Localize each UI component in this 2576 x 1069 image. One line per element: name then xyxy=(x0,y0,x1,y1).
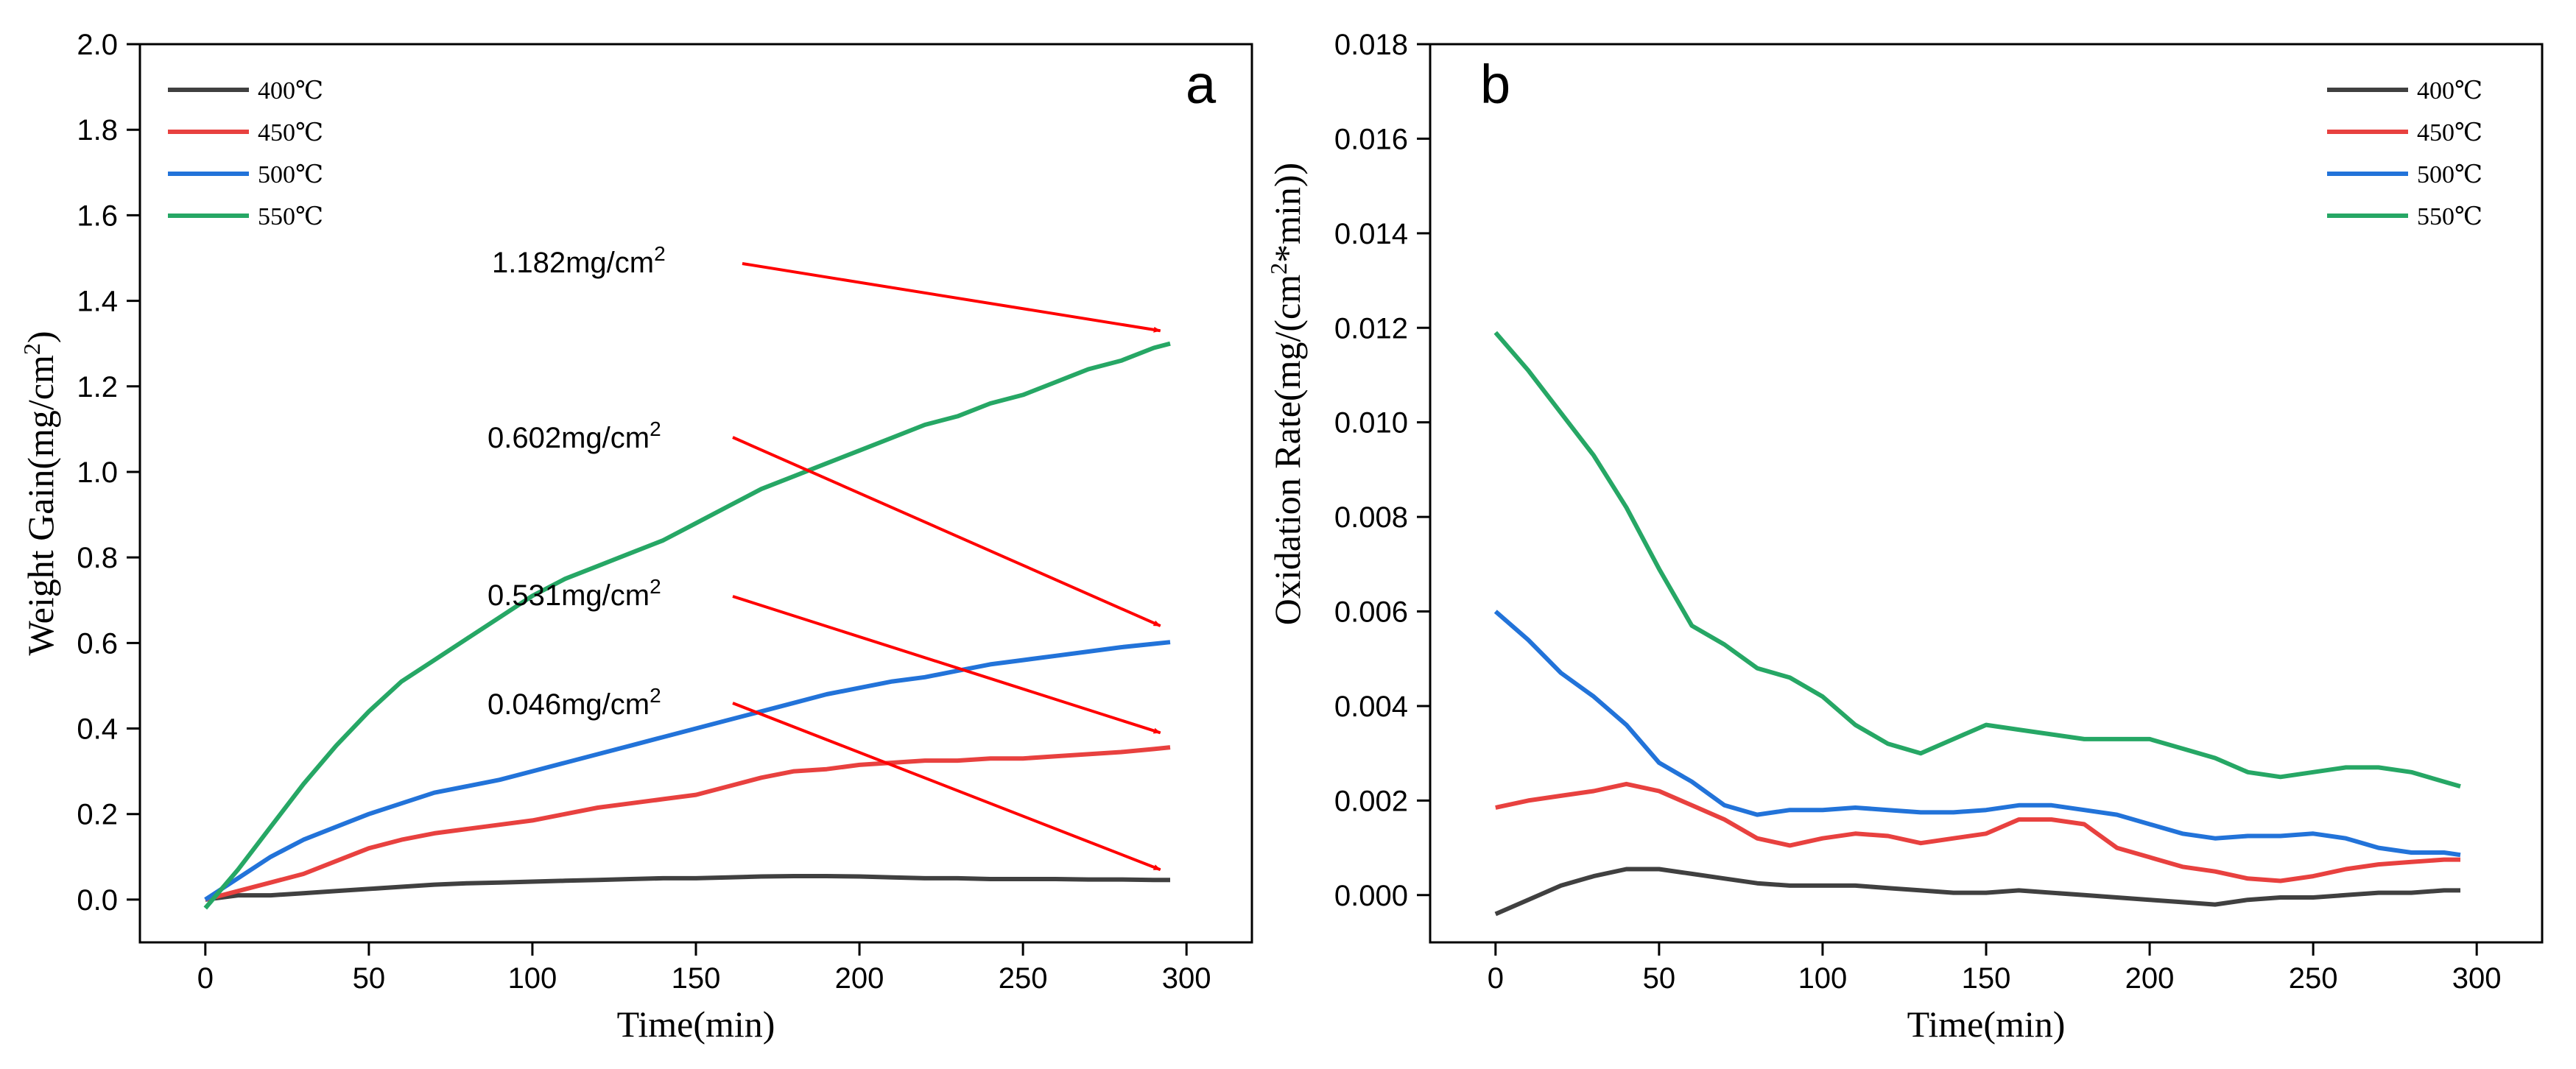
y-tick-label: 1.0 xyxy=(77,456,118,489)
annotation-arrow xyxy=(732,595,1161,735)
x-tick-label: 150 xyxy=(1962,962,2011,995)
x-tick-label: 50 xyxy=(353,962,386,995)
x-tick-label: 250 xyxy=(2289,962,2338,995)
y-tick-label: 1.2 xyxy=(77,371,118,403)
legend-label: 550℃ xyxy=(2417,203,2482,230)
chart-panel-a: 0 50 100 150 200 250 300 0.0 0.2 0.4 0.6 0.8 1.0 1.2 1… xyxy=(18,29,1253,1045)
y-tick-label: 1.8 xyxy=(77,114,118,147)
chart-panel-b: 0 50 100 150 200 250 300 0.000 0.002 0.004 0.006 0.… xyxy=(1265,29,2544,1045)
annotation-label: 1.182mg/cm2 xyxy=(492,242,666,279)
series-line-450c xyxy=(1495,781,2460,883)
y-tick-label: 0.8 xyxy=(77,542,118,574)
y-tick-label: 0.6 xyxy=(77,627,118,660)
x-tick-label: 150 xyxy=(672,962,721,995)
series-line-450c xyxy=(205,745,1171,902)
y-tick-label: 0.002 xyxy=(1334,785,1408,817)
x-tick-label: 50 xyxy=(1643,962,1676,995)
y-tick-label: 1.4 xyxy=(77,286,118,318)
x-axis-label: Time(min) xyxy=(617,1003,775,1045)
y-tick-label: 0.016 xyxy=(1334,123,1408,155)
series-line-500c xyxy=(204,640,1171,902)
y-tick-label: 0.0 xyxy=(77,884,118,917)
annotation-arrow xyxy=(732,436,1161,627)
y-tick-label: 2.0 xyxy=(77,29,118,61)
annotation-label: 0.046mg/cm2 xyxy=(488,684,661,721)
y-tick-label: 0.006 xyxy=(1334,596,1408,629)
legend-label: 500℃ xyxy=(2417,161,2482,188)
y-tick-label: 0.000 xyxy=(1334,880,1408,912)
annotation-label: 0.531mg/cm2 xyxy=(488,575,661,612)
annotation-label: 0.602mg/cm2 xyxy=(488,417,661,454)
y-tick-label: 0.2 xyxy=(77,799,118,831)
legend-label: 400℃ xyxy=(2417,77,2482,105)
series-line-500c xyxy=(1493,610,2461,858)
legend-label: 450℃ xyxy=(258,119,323,147)
y-tick-label: 0.014 xyxy=(1334,218,1408,250)
legend-label: 400℃ xyxy=(258,77,323,105)
panel-label: a xyxy=(1186,54,1217,115)
x-tick-label: 300 xyxy=(1162,962,1211,995)
y-tick-label: 0.004 xyxy=(1334,691,1408,723)
y-tick-label: 0.012 xyxy=(1334,312,1408,345)
y-tick-label: 1.6 xyxy=(77,200,118,232)
legend-label: 450℃ xyxy=(2417,119,2482,147)
x-axis-label: Time(min) xyxy=(1907,1003,2066,1045)
plot-frame xyxy=(1429,43,2544,944)
x-tick-label: 100 xyxy=(1798,962,1848,995)
series-line-400c xyxy=(1494,867,2460,917)
series-line-550c xyxy=(1493,331,2461,788)
y-tick-label: 0.008 xyxy=(1334,501,1408,534)
legend-label: 500℃ xyxy=(258,161,323,188)
annotation-arrow xyxy=(742,262,1161,333)
y-tick-label: 0.010 xyxy=(1334,407,1408,440)
x-tick-label: 200 xyxy=(835,962,884,995)
annotation-arrow xyxy=(732,702,1161,872)
y-axis-label: Weight Gain(mg/cm2) xyxy=(18,331,61,655)
panel-label: b xyxy=(1480,54,1510,115)
y-tick-label: 0.4 xyxy=(77,713,118,746)
legend-label: 550℃ xyxy=(258,203,323,230)
y-axis-label: Oxidation Rate(mg/(cm2*min)) xyxy=(1265,163,1308,625)
x-tick-label: 0 xyxy=(197,962,214,995)
x-tick-label: 100 xyxy=(508,962,557,995)
x-tick-label: 250 xyxy=(999,962,1048,995)
series-line-400c xyxy=(205,874,1170,902)
x-tick-label: 300 xyxy=(2452,962,2502,995)
x-tick-label: 0 xyxy=(1488,962,1504,995)
y-tick-label: 0.018 xyxy=(1334,29,1408,61)
x-tick-label: 200 xyxy=(2125,962,2175,995)
series-line-550c xyxy=(203,341,1171,910)
